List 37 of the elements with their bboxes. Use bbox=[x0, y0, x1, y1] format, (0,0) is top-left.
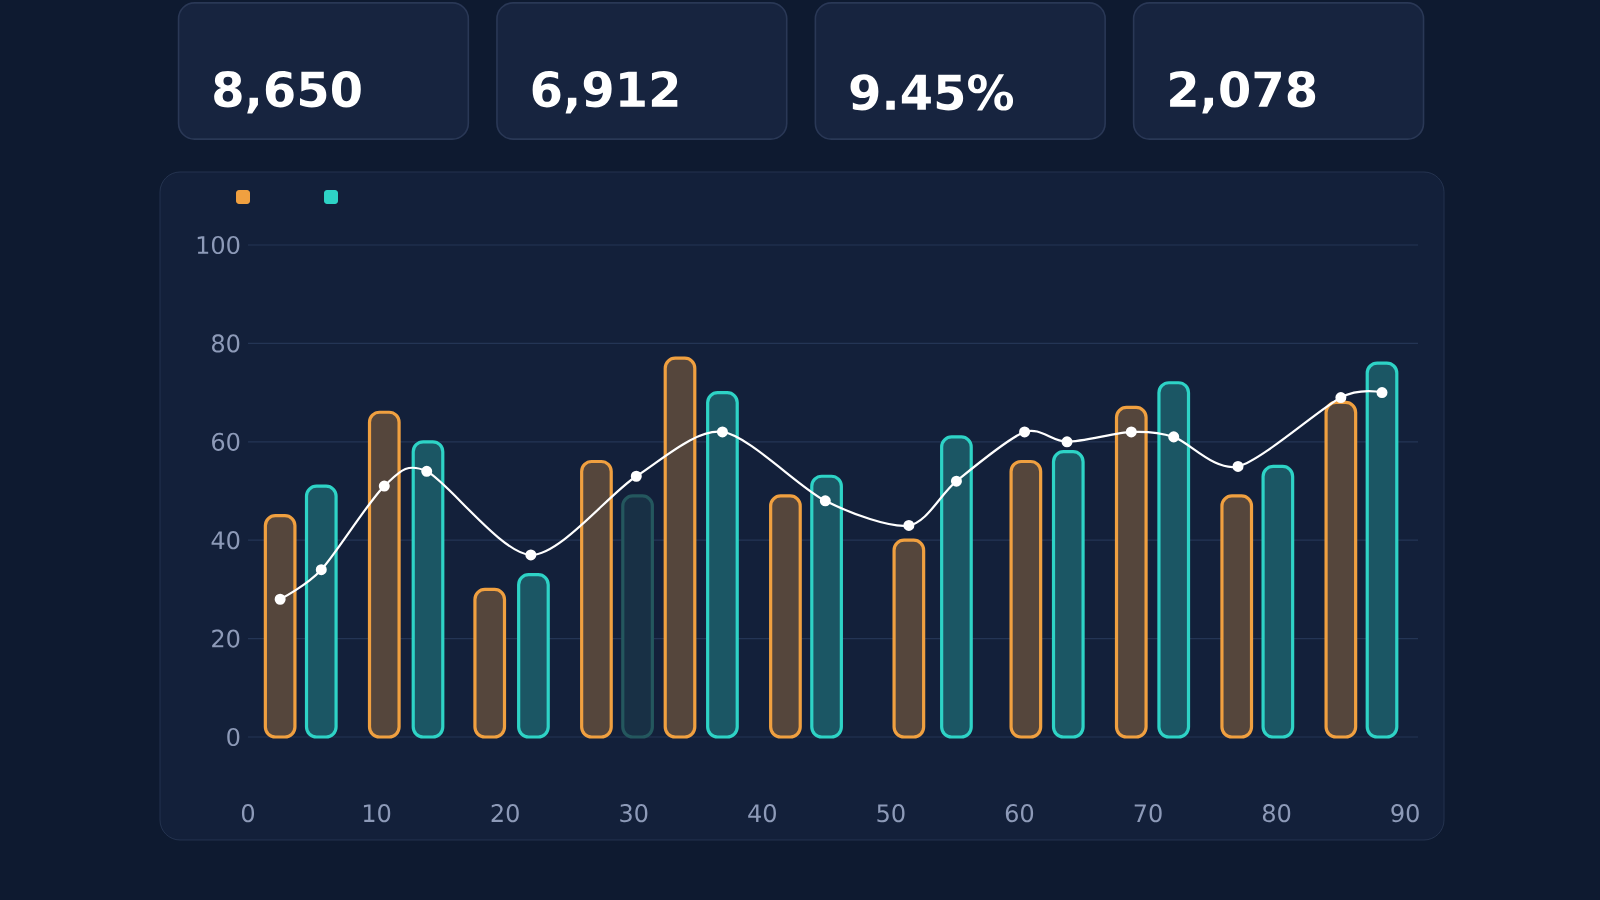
point bbox=[1376, 387, 1388, 399]
point bbox=[525, 549, 537, 561]
point bbox=[378, 480, 390, 492]
x-tick-label: 20 bbox=[491, 804, 519, 823]
y-tick-label: 100 bbox=[197, 235, 240, 255]
point bbox=[1125, 426, 1137, 438]
x-tick-label: 70 bbox=[1134, 804, 1162, 823]
point bbox=[274, 593, 286, 605]
y-tick-label: 80 bbox=[212, 334, 240, 353]
y-tick-label: 0 bbox=[227, 727, 240, 747]
x-tick-label: 30 bbox=[620, 804, 648, 823]
text: 2,078 bbox=[1170, 71, 1316, 114]
point bbox=[421, 465, 433, 477]
text: 9.45% bbox=[850, 74, 1014, 111]
x-tick-label: 60 bbox=[1005, 804, 1034, 823]
point bbox=[1168, 431, 1180, 443]
point bbox=[630, 470, 642, 482]
x-tick-label: 90 bbox=[1391, 804, 1419, 823]
point bbox=[716, 426, 728, 438]
y-tick-label: 20 bbox=[212, 629, 240, 648]
text: 8,650 bbox=[214, 71, 361, 114]
point bbox=[1061, 436, 1073, 448]
y-tick-label: 40 bbox=[211, 531, 240, 550]
x-tick-label: 0 bbox=[241, 804, 255, 823]
x-tick-label: 10 bbox=[363, 804, 391, 823]
y-tick-label: 60 bbox=[212, 432, 240, 451]
point bbox=[1232, 460, 1244, 472]
x-tick-label: 40 bbox=[748, 804, 776, 823]
text: 6,912 bbox=[532, 71, 678, 114]
x-tick-label: 80 bbox=[1262, 804, 1291, 823]
point bbox=[903, 519, 915, 531]
point bbox=[1019, 426, 1031, 438]
point bbox=[1335, 392, 1347, 404]
point bbox=[315, 564, 327, 576]
point bbox=[819, 495, 831, 507]
x-tick-label: 50 bbox=[877, 804, 905, 823]
point bbox=[950, 475, 962, 487]
